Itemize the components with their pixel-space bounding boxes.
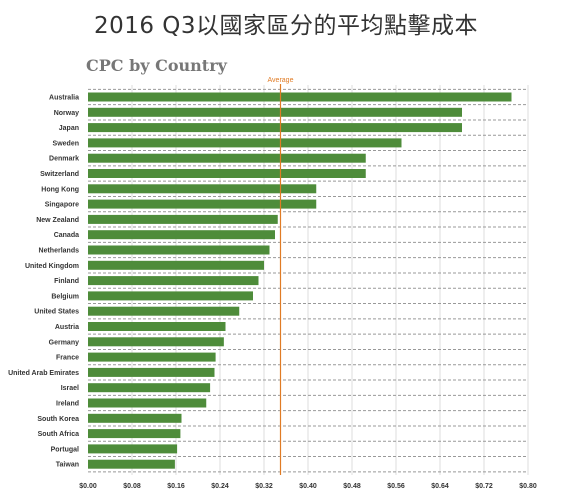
category-label: Hong Kong (41, 186, 79, 193)
bar-hong-kong (88, 184, 317, 194)
category-label: South Africa (38, 431, 79, 438)
average-marker: Average (268, 77, 294, 475)
category-label: Germany (49, 339, 79, 346)
x-tick-label: $0.08 (123, 483, 141, 490)
category-label: France (56, 355, 79, 362)
page-heading: 2016 Q3以國家區分的平均點擊成本 (93, 13, 479, 39)
category-labels: Australia Norway Japan Sweden Denmark Switzer… (8, 95, 79, 469)
bar-sweden (88, 138, 402, 148)
bar-new-zealand (88, 214, 278, 224)
x-tick-label: $0.16 (167, 483, 185, 490)
x-tick-label: $0.24 (211, 483, 229, 490)
category-label: Finland (54, 278, 79, 285)
bar-south-korea (88, 413, 182, 423)
x-tick-label: $0.32 (255, 483, 273, 490)
bar-canada (88, 230, 275, 240)
bar-switzerland (88, 169, 366, 178)
category-label: Switzerland (40, 171, 79, 178)
x-tick-label: $0.72 (475, 483, 493, 490)
bar-united-kingdom (88, 260, 264, 270)
category-label: Netherlands (39, 248, 80, 255)
bar-denmark (88, 153, 366, 163)
bar-portugal (88, 444, 178, 454)
bar-australia (88, 92, 512, 102)
chart-title: CPC by Country (86, 56, 227, 75)
bar-singapore (88, 199, 317, 209)
bar-united-states (88, 306, 240, 316)
category-label: South Korea (37, 416, 79, 423)
bar-france (88, 352, 216, 362)
category-label: Austria (55, 324, 79, 331)
category-label: New Zealand (36, 217, 79, 224)
category-label: Australia (49, 95, 79, 102)
average-label: Average (268, 77, 294, 84)
bar-south-africa (88, 429, 181, 439)
category-label: United Arab Emirates (8, 370, 79, 377)
x-tick-label: $0.00 (79, 483, 97, 490)
category-label: Singapore (45, 202, 79, 209)
category-label: United Kingdom (25, 263, 79, 270)
category-label: United States (34, 309, 79, 316)
bar-japan (88, 123, 462, 133)
category-label: Israel (61, 385, 79, 392)
bar-belgium (88, 291, 253, 301)
x-tick-labels: $0.00 $0.08 $0.16 $0.24 $0.32 $0.40 $0.48 $0.56… (79, 483, 537, 490)
bar-ireland (88, 398, 207, 408)
bar-netherlands (88, 245, 270, 255)
bar-austria (88, 322, 226, 331)
category-label: Japan (59, 125, 79, 132)
category-label: Ireland (56, 401, 79, 408)
category-label: Belgium (51, 293, 79, 300)
category-label: Sweden (53, 140, 79, 147)
bar-taiwan (88, 459, 175, 469)
bars (88, 92, 512, 469)
category-label: Norway (54, 110, 79, 117)
bar-norway (88, 107, 462, 117)
bar-israel (88, 383, 211, 393)
x-tick-label: $0.48 (343, 483, 361, 490)
category-label: Canada (54, 232, 79, 239)
category-label: Portugal (51, 446, 79, 453)
bar-finland (88, 276, 259, 286)
x-tick-label: $0.40 (299, 483, 317, 490)
category-label: Denmark (49, 156, 79, 163)
x-tick-label: $0.80 (519, 483, 537, 490)
x-tick-label: $0.56 (387, 483, 405, 490)
category-label: Taiwan (56, 462, 79, 469)
bar-united-arab-emirates (88, 367, 215, 377)
bar-germany (88, 337, 224, 347)
horizontal-gridlines (88, 88, 528, 473)
x-tick-label: $0.64 (431, 483, 449, 490)
